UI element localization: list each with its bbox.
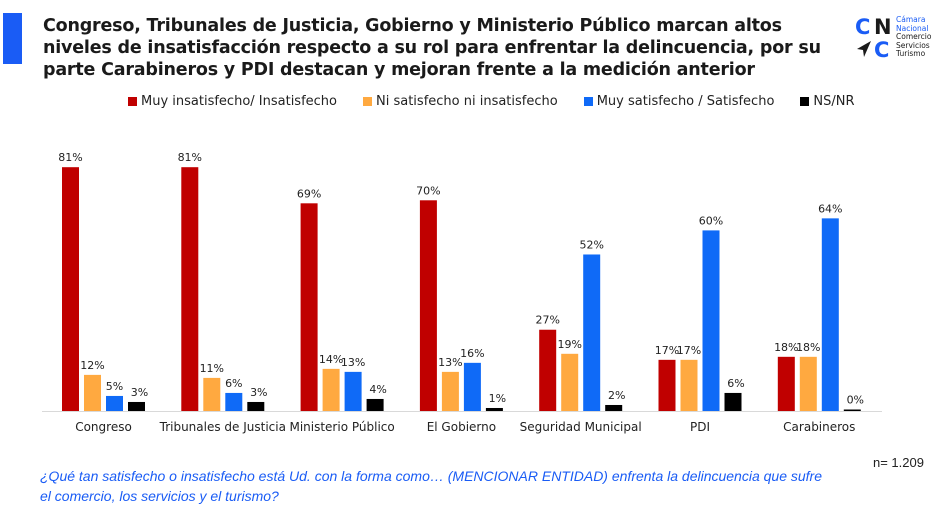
- bar: [605, 404, 623, 411]
- bar: [225, 392, 243, 411]
- bar: [561, 353, 579, 411]
- legend-swatch: [128, 97, 137, 106]
- data-label: 13%: [341, 356, 365, 369]
- logo-letter-c2: C: [874, 38, 890, 62]
- data-label: 27%: [535, 314, 559, 327]
- cnc-logo: C N C Cámara Nacional Comercio Servicios…: [855, 15, 940, 64]
- bar: [300, 203, 318, 411]
- data-label: 11%: [200, 362, 224, 375]
- data-label: 69%: [297, 187, 321, 200]
- bar: [680, 359, 698, 411]
- bar: [583, 254, 601, 411]
- legend-item-neutral: Ni satisfecho ni insatisfecho: [363, 94, 558, 109]
- data-label: 17%: [677, 344, 701, 357]
- data-label: 14%: [319, 353, 343, 366]
- category-label: PDI: [690, 420, 710, 434]
- legend-item-nsnr: NS/NR: [800, 94, 855, 109]
- data-label: 3%: [250, 386, 267, 399]
- category-label: Carabineros: [783, 420, 855, 434]
- bar: [322, 368, 340, 411]
- data-label: 19%: [557, 338, 581, 351]
- data-label: 52%: [579, 238, 603, 251]
- bar: [247, 401, 265, 411]
- bar: [821, 218, 839, 411]
- bar: [485, 407, 503, 411]
- logo-letter-n: N: [874, 15, 892, 39]
- data-label: 18%: [796, 341, 820, 354]
- legend-label: Muy insatisfecho/ Insatisfecho: [141, 94, 337, 109]
- logo-line: Comercio: [896, 32, 932, 42]
- data-label: 64%: [818, 202, 842, 215]
- logo-line: Cámara: [896, 15, 926, 24]
- bar: [724, 392, 742, 411]
- logo-line: Nacional: [896, 23, 929, 33]
- bar: [128, 401, 145, 411]
- bar: [366, 398, 384, 411]
- legend-item-satisfecho: Muy satisfecho / Satisfecho: [583, 94, 775, 109]
- arrow-pointer-icon: [857, 41, 871, 57]
- bar: [203, 377, 221, 411]
- data-label: 81%: [58, 151, 82, 164]
- bar: [181, 167, 199, 411]
- bar: [62, 167, 79, 411]
- data-label: 16%: [460, 347, 484, 360]
- logo-letters: C N C: [855, 16, 895, 62]
- data-label: 6%: [727, 377, 744, 390]
- logo-line: Turismo: [896, 49, 926, 59]
- data-label: 0%: [847, 394, 864, 407]
- data-label: 4%: [369, 383, 386, 396]
- legend-swatch: [800, 97, 810, 106]
- data-label: 18%: [774, 341, 798, 354]
- data-label: 12%: [80, 359, 104, 372]
- legend-item-insatisfecho: Muy insatisfecho/ Insatisfecho: [128, 94, 337, 109]
- bar: [344, 371, 362, 411]
- bar: [539, 329, 557, 411]
- data-label: 17%: [655, 344, 679, 357]
- page-title: Congreso, Tribunales de Justicia, Gobier…: [43, 16, 821, 80]
- data-label: 81%: [178, 151, 202, 164]
- legend-label: Ni satisfecho ni insatisfecho: [376, 94, 558, 109]
- sample-size: n= 1.209: [873, 455, 924, 470]
- bar: [106, 395, 123, 411]
- legend-label: Muy satisfecho / Satisfecho: [596, 94, 775, 109]
- bar: [702, 230, 720, 411]
- bar: [441, 371, 459, 411]
- data-label: 13%: [438, 356, 462, 369]
- category-label: Congreso: [75, 420, 132, 434]
- category-label: Ministerio Público: [289, 420, 394, 434]
- bar: [419, 200, 437, 411]
- survey-question: ¿Qué tan satisfecho o insatisfecho está …: [40, 468, 823, 504]
- data-label: 6%: [225, 377, 242, 390]
- logo-text: Cámara Nacional Comercio Servicios Turis…: [896, 15, 932, 59]
- logo-line: Servicios: [896, 40, 930, 50]
- category-label: Seguridad Municipal: [520, 420, 642, 434]
- bar: [658, 359, 676, 411]
- logo-letter-c1: C: [855, 15, 871, 39]
- data-label: 5%: [106, 380, 123, 393]
- bar: [463, 362, 481, 411]
- accent-bar: [3, 13, 22, 64]
- bar: [84, 374, 101, 411]
- data-label: 3%: [131, 386, 148, 399]
- category-label: El Gobierno: [427, 420, 496, 434]
- data-label: 70%: [416, 184, 440, 197]
- bar: [843, 409, 861, 411]
- data-label: 1%: [489, 392, 506, 405]
- bar: [799, 356, 817, 411]
- chart-legend: Muy insatisfecho/ Insatisfecho Ni satisf…: [128, 94, 855, 109]
- bar: [777, 356, 795, 411]
- category-label: Tribunales de Justicia: [159, 420, 286, 434]
- legend-swatch: [363, 97, 372, 106]
- data-label: 60%: [699, 214, 723, 227]
- legend-label: NS/NR: [813, 94, 855, 109]
- legend-swatch: [583, 97, 593, 106]
- data-label: 2%: [608, 389, 625, 402]
